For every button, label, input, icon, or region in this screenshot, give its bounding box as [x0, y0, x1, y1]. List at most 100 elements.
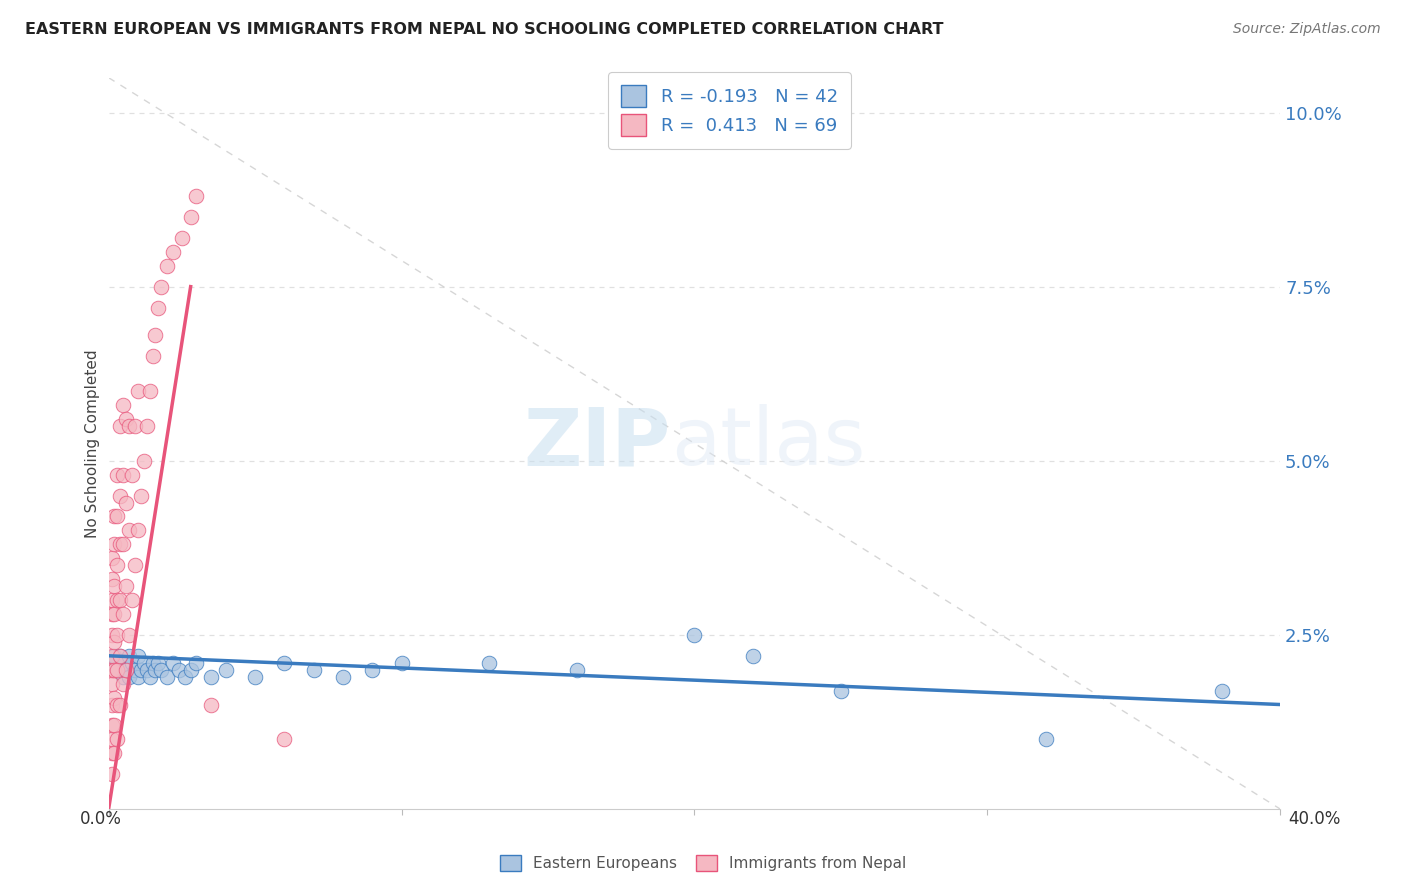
Point — [200, 670, 222, 684]
Point — [127, 384, 149, 398]
Point — [124, 663, 146, 677]
Point — [148, 656, 170, 670]
Text: ZIP: ZIP — [523, 404, 671, 483]
Point — [103, 509, 125, 524]
Point — [742, 648, 765, 663]
Text: 40.0%: 40.0% — [1288, 810, 1341, 828]
Point — [124, 419, 146, 434]
Point — [200, 698, 222, 712]
Point — [110, 489, 132, 503]
Point — [138, 670, 160, 684]
Point — [1035, 732, 1057, 747]
Point — [107, 628, 129, 642]
Point — [100, 663, 122, 677]
Point — [156, 670, 179, 684]
Point — [132, 656, 155, 670]
Point — [148, 301, 170, 315]
Point — [170, 231, 193, 245]
Point — [112, 607, 135, 621]
Point — [107, 698, 129, 712]
Point — [135, 663, 157, 677]
Text: atlas: atlas — [671, 404, 865, 483]
Point — [100, 676, 122, 690]
Point — [273, 656, 295, 670]
Point — [107, 558, 129, 573]
Point — [112, 676, 135, 690]
Point — [107, 467, 129, 482]
Point — [100, 732, 122, 747]
Y-axis label: No Schooling Completed: No Schooling Completed — [86, 349, 100, 538]
Point — [115, 495, 138, 509]
Point — [115, 412, 138, 426]
Point — [150, 279, 173, 293]
Point — [110, 593, 132, 607]
Text: EASTERN EUROPEAN VS IMMIGRANTS FROM NEPAL NO SCHOOLING COMPLETED CORRELATION CHA: EASTERN EUROPEAN VS IMMIGRANTS FROM NEPA… — [25, 22, 943, 37]
Point — [100, 551, 122, 566]
Point — [127, 524, 149, 538]
Point — [103, 648, 125, 663]
Point — [107, 509, 129, 524]
Point — [100, 718, 122, 732]
Point — [115, 579, 138, 593]
Point — [103, 746, 125, 760]
Point — [142, 349, 165, 363]
Point — [118, 419, 141, 434]
Point — [110, 537, 132, 551]
Text: 0.0%: 0.0% — [80, 810, 122, 828]
Point — [121, 656, 143, 670]
Point — [302, 663, 325, 677]
Point — [103, 718, 125, 732]
Point — [103, 635, 125, 649]
Point — [100, 648, 122, 663]
Text: Source: ZipAtlas.com: Source: ZipAtlas.com — [1233, 22, 1381, 37]
Point — [110, 419, 132, 434]
Point — [112, 670, 135, 684]
Point — [107, 732, 129, 747]
Point — [186, 656, 208, 670]
Point — [100, 607, 122, 621]
Point — [103, 690, 125, 705]
Point — [332, 670, 354, 684]
Point — [127, 648, 149, 663]
Point — [100, 656, 122, 670]
Point — [118, 648, 141, 663]
Point — [112, 398, 135, 412]
Point — [118, 670, 141, 684]
Point — [118, 628, 141, 642]
Point — [110, 698, 132, 712]
Point — [112, 537, 135, 551]
Point — [121, 467, 143, 482]
Point — [112, 656, 135, 670]
Point — [110, 648, 132, 663]
Point — [103, 537, 125, 551]
Point — [103, 579, 125, 593]
Point — [100, 698, 122, 712]
Point — [118, 524, 141, 538]
Point — [215, 663, 238, 677]
Point — [110, 648, 132, 663]
Point — [567, 663, 589, 677]
Point — [127, 670, 149, 684]
Point — [180, 210, 202, 224]
Point — [150, 663, 173, 677]
Point — [830, 683, 852, 698]
Point — [391, 656, 413, 670]
Point — [142, 656, 165, 670]
Point — [115, 663, 138, 677]
Point — [107, 663, 129, 677]
Point — [145, 328, 167, 343]
Point — [243, 670, 266, 684]
Point — [173, 670, 195, 684]
Point — [115, 663, 138, 677]
Point — [138, 384, 160, 398]
Point — [162, 656, 184, 670]
Point — [129, 489, 152, 503]
Point — [107, 593, 129, 607]
Point — [121, 593, 143, 607]
Point — [478, 656, 501, 670]
Point — [103, 607, 125, 621]
Point — [683, 628, 706, 642]
Legend: R = -0.193   N = 42, R =  0.413   N = 69: R = -0.193 N = 42, R = 0.413 N = 69 — [609, 72, 851, 149]
Point — [100, 767, 122, 781]
Point — [145, 663, 167, 677]
